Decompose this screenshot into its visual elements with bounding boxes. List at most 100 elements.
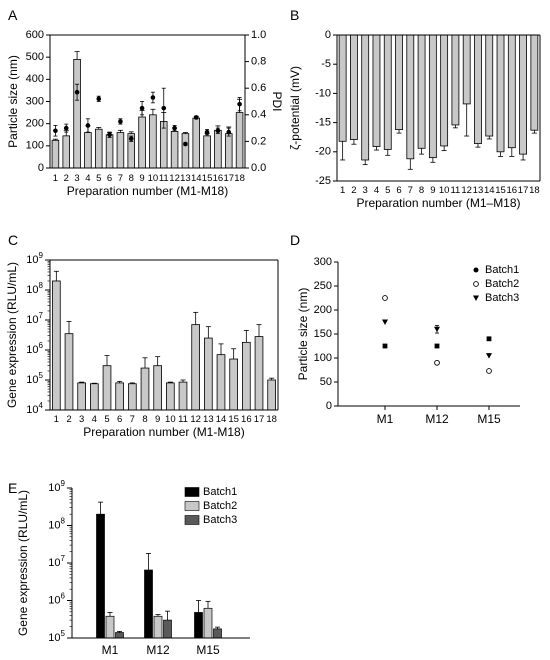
bar-batch1 (194, 612, 203, 639)
y-axis-label: ζ-potential (mV) (288, 66, 302, 150)
pdi-point (215, 128, 221, 134)
panel-d: 0 50 100 150 200 250 300 M1 M12 M15 Particle size … (296, 256, 520, 426)
y-tick-label: -25 (315, 175, 331, 187)
y-tick-label: 105 (48, 629, 65, 644)
bar (84, 132, 92, 169)
x-tick-label: 17 (223, 173, 234, 184)
x-tick-label: 6 (396, 185, 401, 196)
bar-batch2 (203, 607, 213, 639)
y-axis-label: Particle size (nm) (6, 55, 20, 148)
y-tick-label: 150 (314, 328, 332, 340)
x-tick-label: 5 (96, 173, 101, 184)
bar (350, 34, 358, 140)
batch2-marker (382, 295, 388, 301)
y2-tick-label: 1.0 (251, 29, 266, 41)
batch3-marker (382, 319, 388, 325)
x-tick-label: 8 (142, 414, 147, 425)
x-tick-label: 16 (507, 185, 518, 196)
legend-label: Batch2 (203, 500, 237, 512)
pdi-point (193, 115, 199, 120)
legend-label: Batch3 (485, 292, 519, 304)
bar-batch2 (105, 615, 115, 639)
pdi-point (172, 125, 177, 131)
bar (52, 280, 61, 411)
y2-tick-label: 0.2 (251, 135, 266, 147)
bar (406, 34, 415, 160)
y-tick-label: 107 (26, 311, 43, 326)
y-tick-label: 109 (26, 251, 43, 266)
bar (73, 58, 81, 169)
y-axis-label: Gene expression (RLU/mL) (16, 490, 30, 636)
legend-swatch-batch2 (184, 501, 200, 511)
y-tick-label: 0 (326, 400, 332, 412)
legend-label: Batch3 (203, 514, 237, 526)
x-tick-label: 13 (473, 185, 484, 196)
y-tick-label: 200 (26, 118, 44, 130)
x-tick-label: 1 (340, 185, 345, 196)
bar (462, 34, 471, 105)
x-tick-label: 8 (419, 185, 424, 196)
bar (149, 114, 157, 169)
x-tick-label: 6 (117, 414, 122, 425)
y-tick-label: 400 (26, 73, 44, 85)
legend-marker-batch1 (473, 267, 479, 273)
bar (90, 383, 99, 411)
y-tick-label: 0 (38, 162, 44, 174)
x-tick-label: 15 (202, 173, 213, 184)
bar (451, 34, 460, 126)
bar (192, 117, 201, 169)
x-axis-label: Preparation number (M1–M18) (356, 196, 520, 210)
legend-swatch-batch1 (184, 487, 200, 497)
pdi-point (53, 128, 58, 134)
bar (417, 34, 426, 149)
bar (153, 365, 162, 411)
y-tick-label: 100 (314, 352, 332, 364)
y2-tick-label: 0.0 (251, 162, 266, 174)
x-tick-label: 15 (228, 414, 239, 425)
x-tick-label: 4 (85, 173, 90, 184)
y-tick-label: 109 (48, 479, 65, 494)
batch3-marker (486, 353, 492, 359)
pdi-point (226, 129, 232, 135)
x-tick-label: 14 (191, 173, 202, 184)
y-tick-label: -20 (315, 146, 331, 158)
panel-label-e: E (8, 480, 17, 496)
x-tick-label: 18 (266, 414, 277, 425)
y2-tick-label: 0.8 (251, 56, 266, 68)
bar (242, 341, 251, 411)
pdi-point (161, 105, 167, 111)
bar (338, 34, 347, 142)
x-tick-label: 11 (450, 185, 460, 196)
bar (138, 116, 146, 169)
y-tick-label: 0 (325, 29, 331, 41)
pdi-point (237, 101, 242, 107)
bar (140, 367, 150, 411)
x-tick-label: 18 (234, 173, 245, 184)
pdi-point (150, 95, 156, 100)
bar (178, 381, 188, 411)
bar (102, 365, 112, 411)
bar (372, 34, 381, 147)
x-tick-label: M1 (102, 643, 119, 657)
bar-batch3 (213, 628, 222, 639)
y2-tick-label: 0.4 (251, 109, 266, 121)
bar (116, 132, 125, 169)
x-tick-label: 16 (213, 173, 224, 184)
batch3-marker (434, 326, 440, 333)
bar (204, 337, 213, 411)
x-tick-label: 9 (430, 185, 435, 196)
pdi-point (85, 123, 91, 128)
bar-batch1 (96, 513, 105, 639)
x-tick-label: 2 (351, 185, 356, 196)
x-tick-label: 15 (495, 185, 506, 196)
x-axis-label: Preparation number (M1-M18) (83, 425, 244, 439)
bar (235, 112, 244, 169)
y-axis-label: Particle size (nm) (296, 288, 310, 381)
x-tick-label: 3 (363, 185, 368, 196)
pdi-point (128, 136, 134, 142)
y-tick-label: 50 (320, 376, 332, 388)
bar-batch2 (153, 615, 163, 639)
panel-label-a: A (8, 7, 18, 23)
